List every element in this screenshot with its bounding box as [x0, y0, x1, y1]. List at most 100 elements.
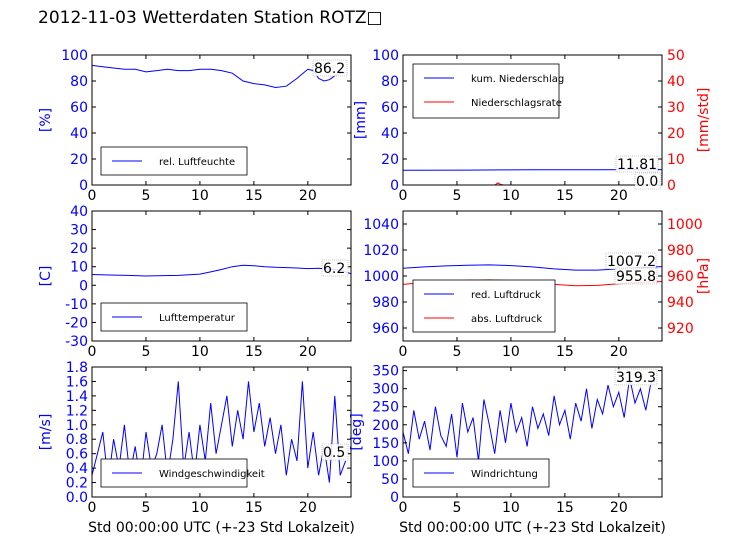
- y-axis-label: [deg]: [349, 413, 365, 450]
- series-line-kum-niederschlag: [403, 169, 662, 171]
- y-tick-label: -10: [65, 297, 88, 313]
- y-axis-label: [C]: [38, 266, 54, 287]
- x-tick-label: 5: [452, 344, 461, 360]
- series-line-windgeschwindigkeit: [92, 381, 347, 483]
- value-label-box: [634, 172, 662, 190]
- x-tick-label: 20: [610, 500, 628, 516]
- y-tick-label: 20: [381, 152, 399, 168]
- y2-tick-label: 940: [667, 295, 694, 311]
- y-axis-label: [mm]: [353, 101, 369, 139]
- x-tick-label: 10: [191, 500, 209, 516]
- y-tick-label: 1.0: [66, 418, 88, 434]
- plot-frame: [402, 54, 663, 186]
- x-tick-label: 15: [556, 500, 574, 516]
- x-tick-label: 0: [399, 500, 408, 516]
- x-tick-label: 20: [299, 344, 317, 360]
- y-tick-label: 60: [381, 100, 399, 116]
- page-title: 2012-11-03 Wetterdaten Station ROTZ□: [38, 8, 383, 28]
- x-tick-label: 0: [88, 500, 97, 516]
- y-tick-label: 100: [61, 48, 88, 64]
- legend-label: Windrichtung: [471, 469, 538, 480]
- x-axis-label: Std 00:00:00 UTC (+-23 Std Lokalzeit): [399, 520, 666, 536]
- x-axis-label: Std 00:00:00 UTC (+-23 Std Lokalzeit): [88, 520, 355, 536]
- series-line-lufttemperatur: [92, 264, 351, 277]
- y-tick-label: 980: [372, 295, 399, 311]
- y2-tick-label: 50: [667, 48, 685, 64]
- y-tick-label: 1.4: [66, 389, 88, 405]
- series-line-niederschlagsrate: [403, 182, 662, 185]
- y-tick-label: 0: [79, 278, 88, 294]
- x-tick-label: 5: [141, 500, 150, 516]
- y-tick-label: 1000: [363, 269, 399, 285]
- y2-tick-label: 1000: [667, 217, 703, 233]
- chart-temperature: 0 5 10 15 20 -30 -20 -10 0 10 20 30 40 [C] Lufttempera…: [38, 204, 352, 360]
- x-tick-label: 20: [610, 188, 628, 204]
- y-tick-label: 10: [70, 260, 88, 276]
- y-tick-label: 1.8: [66, 360, 88, 376]
- y-axis-label: [%]: [38, 108, 54, 132]
- y-tick-label: 0.6: [66, 447, 88, 463]
- y2-tick-label: 40: [667, 74, 685, 90]
- y-tick-label: 0.8: [66, 432, 88, 448]
- x-tick-label: 15: [556, 188, 574, 204]
- value-label: 6.2: [323, 261, 345, 277]
- value-label-box: [614, 267, 658, 285]
- legend-label: red. Luftdruck: [471, 290, 541, 301]
- y-tick-label: 100: [372, 48, 399, 64]
- y-tick-label: 80: [381, 74, 399, 90]
- y-tick-label: 80: [70, 74, 88, 90]
- x-tick-label: 0: [88, 344, 97, 360]
- x-tick-label: 10: [191, 344, 209, 360]
- y2-axis-label: [mm/std]: [696, 88, 712, 153]
- y-tick-label: 150: [372, 436, 399, 452]
- x-tick-label: 5: [141, 344, 150, 360]
- y-tick-label: 20: [70, 152, 88, 168]
- y-tick-label: 20: [70, 241, 88, 257]
- plot-frame: [91, 366, 352, 498]
- x-tick-label: 15: [245, 188, 263, 204]
- plot-frame: [91, 54, 352, 186]
- chart-precipitation: 0 5 10 15 20 0 20 40 60 80 100 0 10 20 30 40 50 [mm] [mm/s…: [353, 48, 712, 204]
- x-tick-label: 0: [399, 188, 408, 204]
- x-tick-label: 10: [502, 500, 520, 516]
- x-tick-label: 15: [245, 500, 263, 516]
- y-tick-label: 960: [372, 321, 399, 337]
- value-label-box: [615, 155, 659, 173]
- y-tick-label: 0: [390, 178, 399, 194]
- y-tick-label: 300: [372, 382, 399, 398]
- chart-pressure: 0 5 10 15 20 960 980 1000 1020 1040 920 940 960 980 10…: [363, 210, 712, 360]
- y-tick-label: 100: [372, 454, 399, 470]
- value-label-box: [312, 59, 348, 77]
- y-tick-label: 0: [79, 178, 88, 194]
- y-tick-label: 0.2: [66, 476, 88, 492]
- y-tick-label: 40: [70, 204, 88, 220]
- y-tick-label: 60: [70, 100, 88, 116]
- x-tick-label: 5: [452, 188, 461, 204]
- x-tick-label: 10: [502, 188, 520, 204]
- y-tick-label: -20: [65, 315, 88, 331]
- legend-label: Lufttemperatur: [159, 313, 236, 324]
- value-label: 86.2: [314, 61, 345, 77]
- x-tick-label: 15: [556, 344, 574, 360]
- y2-tick-label: 920: [667, 321, 694, 337]
- value-label: 1007.2: [607, 254, 656, 270]
- y-tick-label: 1.2: [66, 403, 88, 419]
- y2-axis-label: [hPa]: [696, 258, 712, 294]
- y-tick-label: 50: [381, 472, 399, 488]
- x-tick-label: 0: [399, 344, 408, 360]
- value-label: 11.81: [617, 157, 657, 173]
- y-axis-label: [m/s]: [38, 414, 54, 451]
- y-tick-label: 1020: [363, 243, 399, 259]
- value-label: 319.3: [616, 370, 656, 386]
- legend-label: abs. Luftdruck: [471, 314, 542, 325]
- x-tick-label: 20: [299, 188, 317, 204]
- value-label: 0.0: [636, 174, 658, 190]
- legend-label: Windgeschwindigkeit: [159, 469, 265, 480]
- chart-wind-speed: 0 5 10 15 20 0.00.20.40.60.81.01.21.41.61.8 [m…: [38, 360, 355, 536]
- legend-label: rel. Luftfeuchte: [159, 157, 235, 168]
- legend-box: [412, 63, 560, 119]
- y2-tick-label: 0: [667, 178, 676, 194]
- value-label-box: [614, 368, 658, 386]
- y2-tick-label: 10: [667, 152, 685, 168]
